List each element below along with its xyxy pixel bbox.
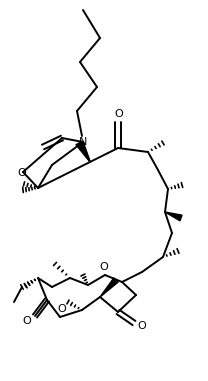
Text: O: O xyxy=(100,262,108,272)
Text: O: O xyxy=(23,316,31,326)
Text: O: O xyxy=(138,321,146,331)
Polygon shape xyxy=(76,141,90,162)
Text: O: O xyxy=(58,304,66,314)
Text: N: N xyxy=(79,137,87,147)
Polygon shape xyxy=(100,278,118,297)
Polygon shape xyxy=(165,212,182,221)
Text: O: O xyxy=(115,109,123,119)
Text: O: O xyxy=(18,168,26,178)
